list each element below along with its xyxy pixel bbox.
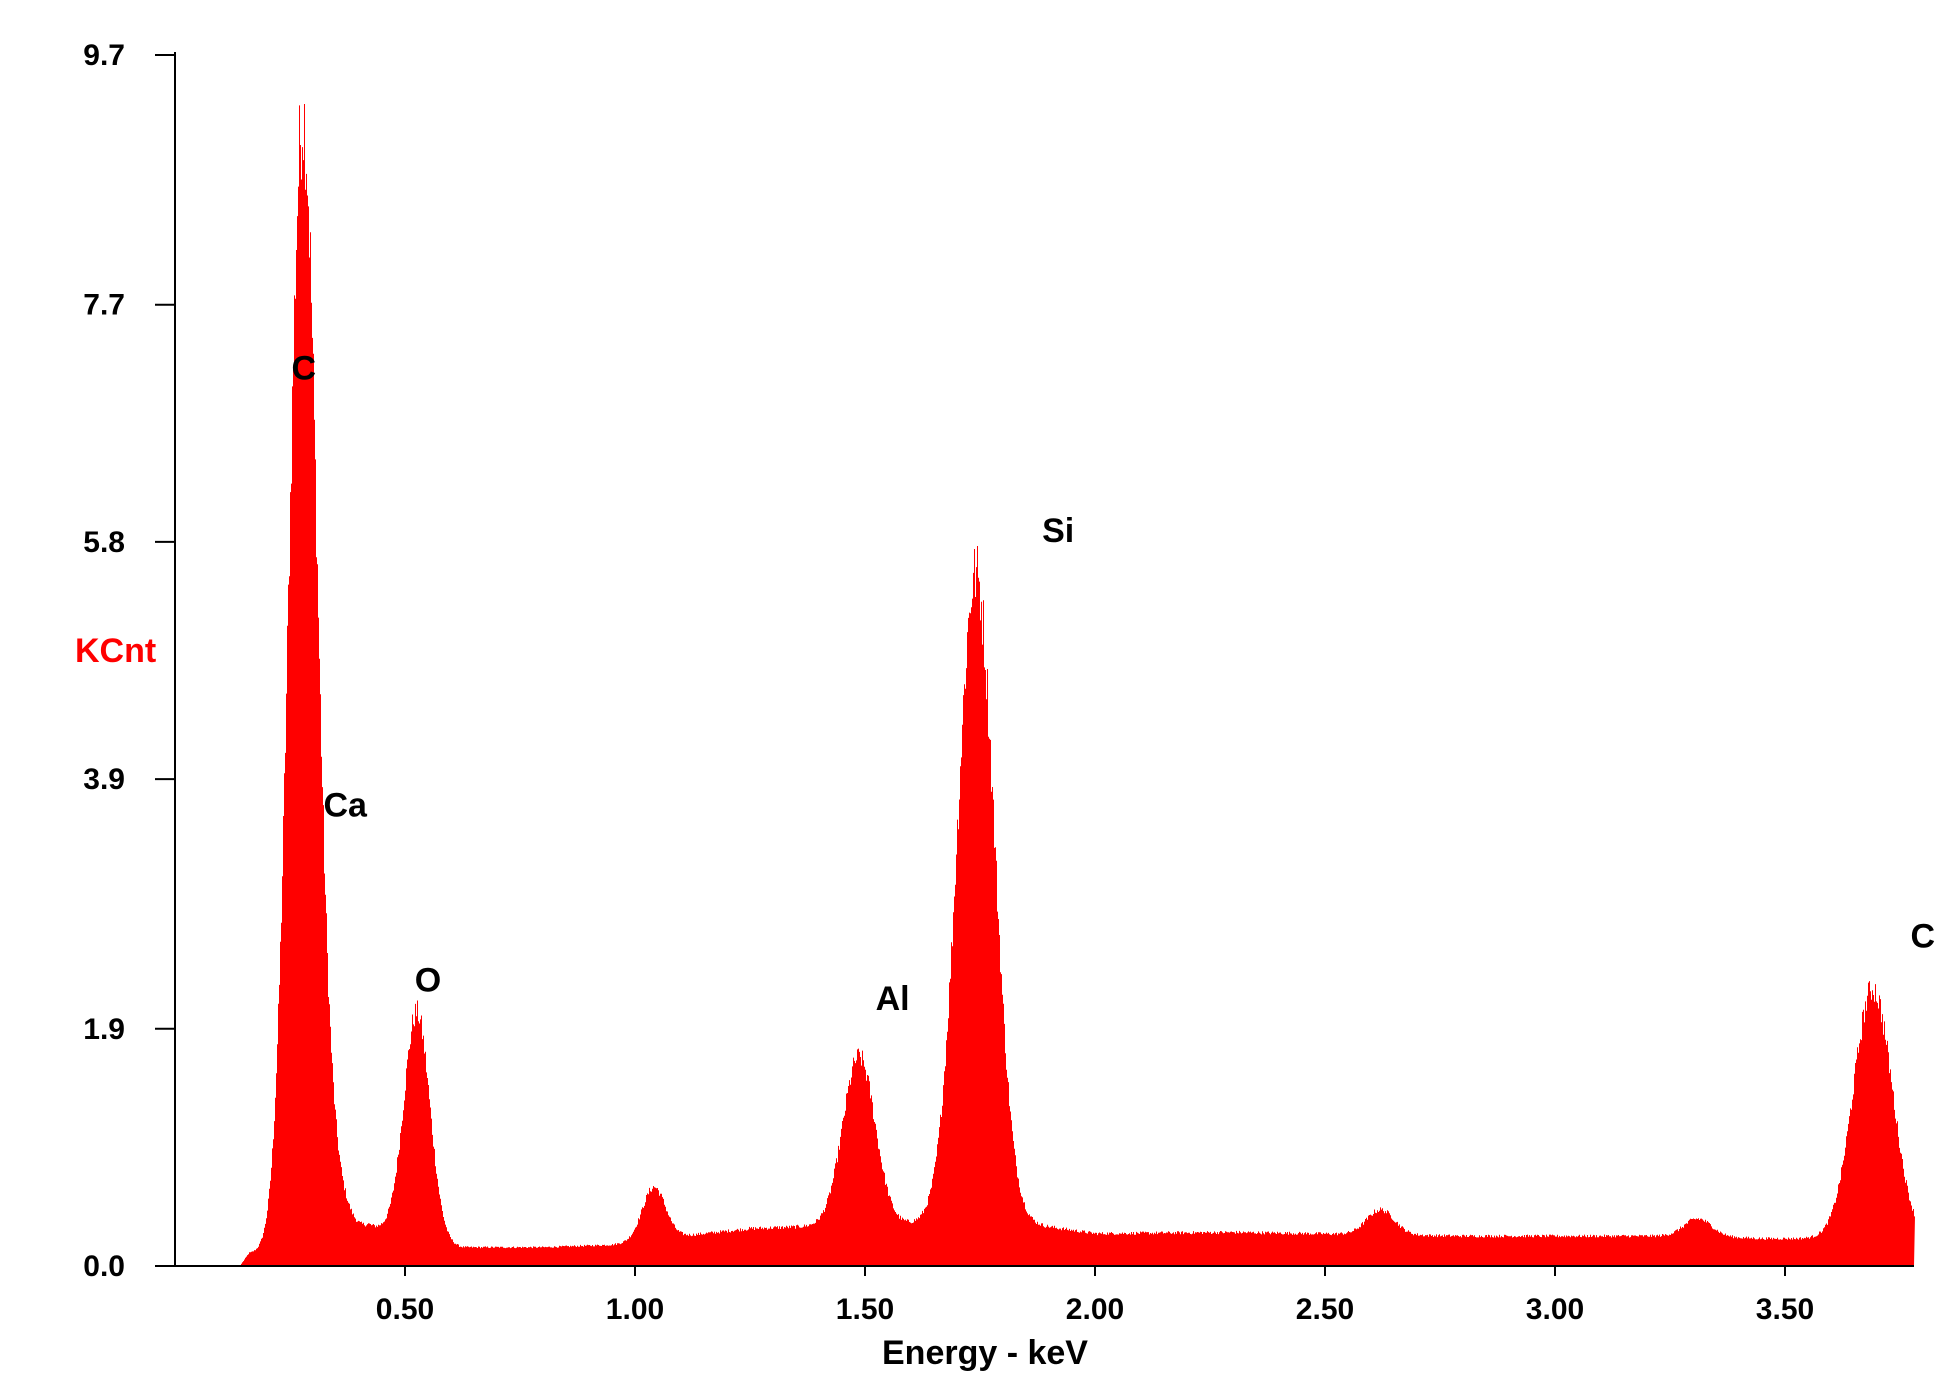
x-tick-label: 1.00 [606, 1293, 664, 1326]
x-tick-label: 3.00 [1526, 1293, 1584, 1326]
peak-labels-layer: C Ca O Al Si Ca [292, 350, 1936, 1018]
y-tick-label: 5.8 [83, 526, 125, 559]
x-tick-label: 3.50 [1756, 1293, 1814, 1326]
x-tick-label: 2.00 [1066, 1293, 1124, 1326]
peak-label: Si [1042, 512, 1074, 550]
x-tick-label: 1.50 [836, 1293, 894, 1326]
spectrum-layer [175, 104, 1915, 1266]
y-tick-label: 3.9 [83, 763, 125, 796]
peak-label: Al [876, 980, 910, 1018]
y-tick-label: 7.7 [83, 289, 125, 322]
x-axis-title: Energy - keV [882, 1334, 1088, 1372]
y-tick-label: 0.0 [83, 1250, 125, 1283]
peak-label: Ca [1910, 918, 1936, 956]
peak-label: C [292, 350, 317, 388]
x-tick-label: 0.50 [376, 1293, 434, 1326]
ticks-layer: 0.0 1.9 3.9 5.8 7.7 9.7 0.50 1.00 1.50 2.00 2.50 3.… [83, 39, 1814, 1326]
y-tick-label: 1.9 [83, 1013, 125, 1046]
peak-label: Ca [323, 787, 368, 825]
y-tick-label: 9.7 [83, 39, 125, 72]
spectrum-area [175, 104, 1915, 1266]
x-tick-label: 2.50 [1296, 1293, 1354, 1326]
axes-layer [155, 52, 1914, 1267]
peak-label: O [415, 961, 441, 999]
y-axis-title: KCnt [75, 632, 156, 670]
